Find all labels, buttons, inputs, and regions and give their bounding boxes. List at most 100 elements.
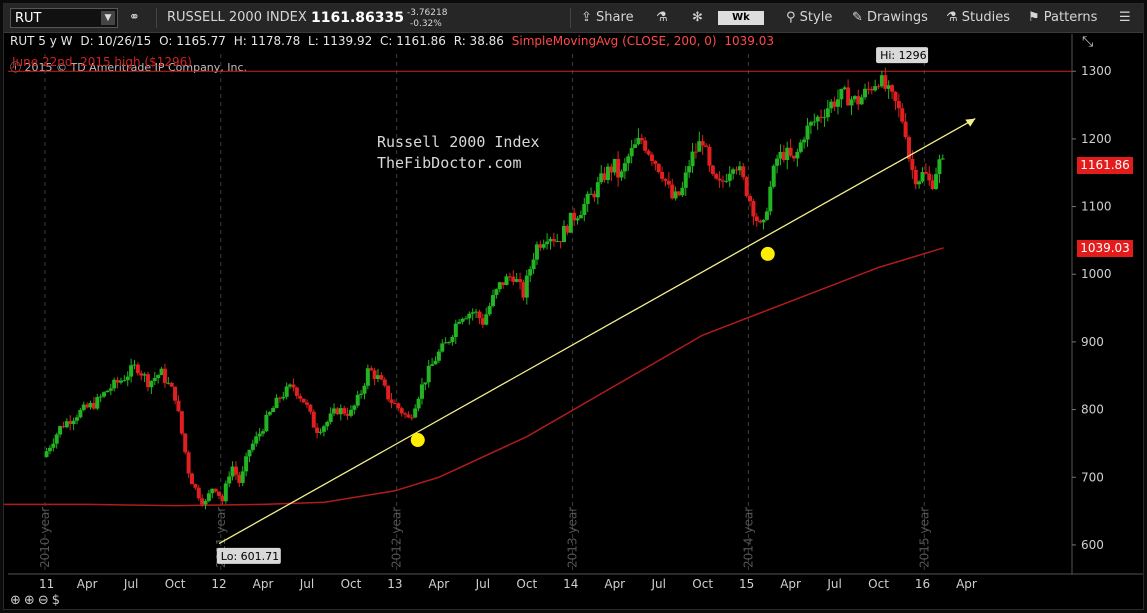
- candle-body: [267, 411, 272, 415]
- x-tick-label: Apr: [604, 577, 625, 591]
- candle-body: [159, 368, 164, 376]
- candle-body: [866, 88, 871, 90]
- candle-body: [223, 483, 228, 502]
- x-tick-label: 16: [915, 577, 930, 591]
- candle-body: [467, 313, 472, 319]
- share-button[interactable]: ⇪ Share: [581, 8, 634, 28]
- candle-body: [173, 386, 178, 401]
- candle-body: [551, 238, 556, 242]
- candle-body: [653, 161, 658, 164]
- candle-body: [430, 364, 435, 366]
- candle-body: [44, 451, 49, 457]
- low-label: L: 1139.92: [308, 34, 373, 48]
- candle-body: [261, 431, 266, 434]
- candle-body: [487, 306, 492, 315]
- candle-body: [237, 474, 242, 483]
- candle-body: [748, 196, 753, 201]
- candle-body: [311, 411, 316, 428]
- gear-icon[interactable]: ✻: [692, 10, 703, 25]
- candle-body: [338, 408, 343, 415]
- candle-body: [612, 158, 617, 173]
- chevron-down-icon[interactable]: ▼: [101, 11, 115, 25]
- candle-body: [504, 276, 509, 286]
- candle-body: [697, 141, 702, 152]
- chart-window: RUT ▼ ⚭ RUSSELL 2000 INDEX 1161.86335 -3…: [3, 3, 1144, 610]
- patterns-button[interactable]: ⚑ Patterns: [1028, 8, 1097, 28]
- candle-body: [460, 318, 465, 322]
- candle-body: [115, 379, 120, 383]
- candle-body: [683, 172, 688, 188]
- candle-body: [917, 181, 922, 185]
- y-tick-label: 900: [1081, 335, 1104, 349]
- candle-body: [731, 169, 736, 174]
- candle-body: [162, 368, 167, 383]
- candle-body: [132, 364, 137, 366]
- candle-body: [294, 387, 299, 396]
- study-label[interactable]: SimpleMovingAvg (CLOSE, 200, 0): [511, 34, 717, 48]
- flask-icon[interactable]: ⚗: [656, 10, 668, 25]
- candle-body: [879, 75, 884, 87]
- candle-body: [578, 214, 583, 219]
- candle-body: [687, 166, 692, 173]
- candle-body: [142, 374, 147, 376]
- candle-body: [511, 276, 516, 282]
- style-button[interactable]: ⚲ Style: [786, 8, 832, 28]
- candle-body: [345, 413, 350, 416]
- candle-body: [582, 204, 587, 215]
- period-label: RUT 5 y W: [10, 34, 73, 48]
- menu-icon[interactable]: ☰: [1119, 10, 1131, 25]
- candle-body: [727, 173, 732, 181]
- style-label: Style: [799, 10, 833, 25]
- candle-body: [863, 88, 868, 98]
- x-tick-label: 14: [563, 577, 578, 591]
- candle-body: [450, 336, 455, 343]
- x-tick-label: Apr: [253, 577, 274, 591]
- zoom-out-icon[interactable]: ⊖: [37, 593, 49, 608]
- last-price: 1161.86335: [311, 10, 404, 26]
- drawings-button[interactable]: ✎ Drawings: [852, 8, 928, 28]
- expand-icon[interactable]: ⤡: [1082, 34, 1094, 50]
- candle-body: [436, 351, 441, 361]
- candle-body: [389, 399, 394, 403]
- candle-body: [531, 259, 536, 270]
- trendline: [218, 118, 976, 545]
- dollar-icon[interactable]: $: [51, 593, 60, 608]
- candle-body: [856, 96, 861, 105]
- symbol-selector[interactable]: RUT ▼: [10, 8, 118, 28]
- candle-body: [538, 244, 543, 248]
- candle-body: [521, 282, 526, 298]
- candle-body: [558, 241, 563, 243]
- candle-body: [61, 426, 66, 428]
- candle-body: [886, 85, 891, 89]
- candle-body: [325, 421, 330, 427]
- candle-body: [548, 238, 553, 242]
- candle-body: [112, 379, 117, 389]
- divider: [156, 8, 157, 28]
- candle-body: [873, 86, 878, 91]
- candle-body: [213, 488, 218, 492]
- candle-body: [876, 86, 881, 88]
- candle-body: [186, 452, 191, 474]
- studies-button[interactable]: ⚗ Studies: [946, 8, 1010, 28]
- candle-body: [440, 343, 445, 352]
- candle-body: [849, 99, 854, 106]
- aggregation-button[interactable]: Wk: [718, 11, 764, 25]
- candle-body: [835, 99, 840, 107]
- x-tick-label: Jul: [826, 577, 841, 591]
- price-chart[interactable]: 600 700 800 900 1000 1100 1200 1300 11 Apr Jul Oct 1…: [4, 4, 1143, 609]
- pan-icon[interactable]: ⊕: [10, 593, 21, 608]
- candle-body: [64, 421, 69, 428]
- candle-body: [717, 178, 722, 181]
- candle-body: [869, 88, 874, 91]
- candle-body: [244, 456, 249, 472]
- candle-body: [501, 282, 506, 286]
- date-label: D: 10/26/15: [80, 34, 152, 48]
- candle-body: [318, 431, 323, 433]
- zoom-in-icon[interactable]: ⊕: [23, 593, 35, 608]
- candle-body: [47, 447, 52, 452]
- candle-body: [815, 116, 820, 122]
- candle-body: [379, 375, 384, 380]
- link-icon[interactable]: ⚭: [129, 10, 140, 25]
- sma-line: [4, 247, 944, 507]
- candle-body: [910, 158, 915, 170]
